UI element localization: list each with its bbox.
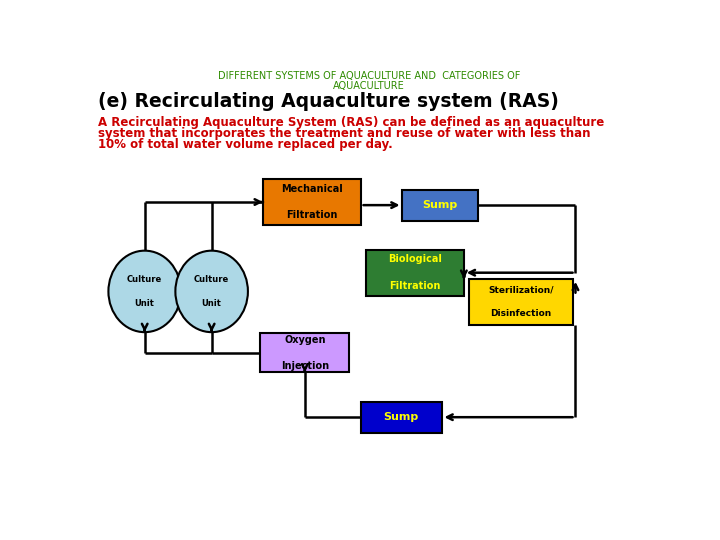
Text: Sump: Sump — [423, 200, 458, 210]
Text: Biological

Filtration: Biological Filtration — [388, 254, 442, 291]
Text: Culture

Unit: Culture Unit — [127, 275, 162, 308]
Text: Culture

Unit: Culture Unit — [194, 275, 229, 308]
Text: Mechanical

Filtration: Mechanical Filtration — [281, 184, 343, 220]
Ellipse shape — [109, 251, 181, 332]
Text: Sump: Sump — [384, 412, 419, 422]
FancyBboxPatch shape — [260, 333, 349, 373]
Text: Oxygen

Injection: Oxygen Injection — [281, 335, 329, 371]
FancyBboxPatch shape — [361, 402, 441, 433]
Text: system that incorporates the treatment and reuse of water with less than: system that incorporates the treatment a… — [99, 127, 591, 140]
Text: AQUACULTURE: AQUACULTURE — [333, 82, 405, 91]
FancyBboxPatch shape — [469, 279, 572, 325]
FancyBboxPatch shape — [366, 250, 464, 295]
Text: (e) Recirculating Aquaculture system (RAS): (e) Recirculating Aquaculture system (RA… — [99, 92, 559, 111]
Ellipse shape — [176, 251, 248, 332]
Text: 10% of total water volume replaced per day.: 10% of total water volume replaced per d… — [99, 138, 393, 151]
Text: Sterilization/

Disinfection: Sterilization/ Disinfection — [488, 286, 554, 318]
FancyBboxPatch shape — [263, 179, 361, 225]
Text: A Recirculating Aquaculture System (RAS) can be defined as an aquaculture: A Recirculating Aquaculture System (RAS)… — [99, 116, 605, 129]
FancyBboxPatch shape — [402, 190, 478, 221]
Text: DIFFERENT SYSTEMS OF AQUACULTURE AND  CATEGORIES OF: DIFFERENT SYSTEMS OF AQUACULTURE AND CAT… — [218, 71, 520, 81]
